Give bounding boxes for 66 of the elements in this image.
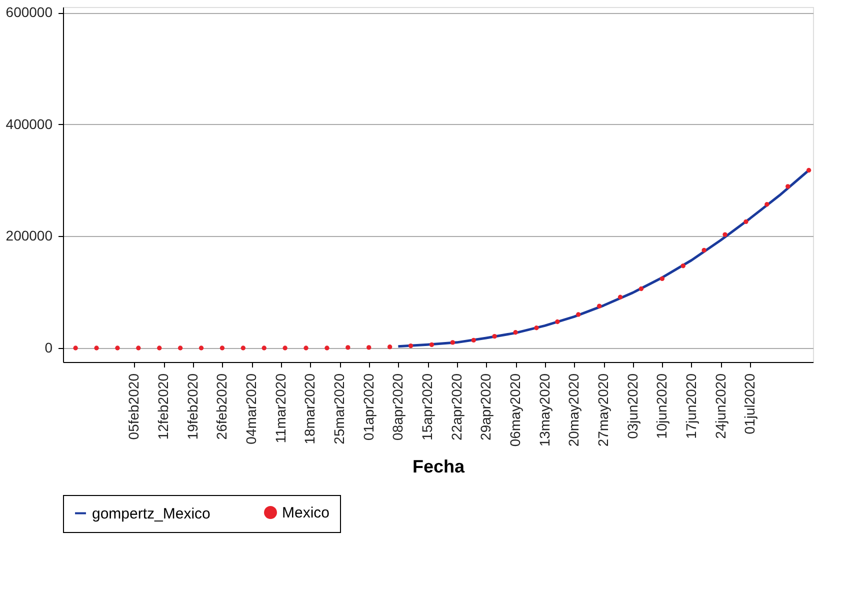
point [366, 345, 372, 350]
x-tick-label: 22apr2020 [448, 373, 464, 440]
y-tick-label: 0 [44, 340, 53, 356]
x-tick-label: 18mar2020 [302, 373, 318, 444]
point [513, 330, 518, 335]
x-tick-label: 27may2020 [595, 373, 612, 447]
point [450, 340, 456, 345]
point [136, 346, 141, 350]
x-tick-label: 01apr2020 [360, 373, 376, 440]
point [262, 346, 266, 350]
y-tick-label: 400000 [6, 116, 53, 132]
x-tick-label: 08apr2020 [390, 373, 406, 440]
x-tick-label: 13may2020 [536, 373, 552, 447]
x-tick-label: 01jul2020 [742, 373, 758, 434]
x-tick-label: 25mar2020 [331, 373, 348, 444]
legend-label: gompertz_Mexico [92, 505, 210, 522]
point [471, 338, 476, 343]
point [408, 343, 414, 348]
point [618, 294, 623, 300]
x-axis-title: Fecha [412, 456, 466, 477]
x-tick-label: 11mar2020 [272, 373, 288, 444]
point [282, 346, 288, 350]
x-tick-label: 19feb2020 [184, 373, 200, 440]
point [198, 346, 204, 350]
point [534, 326, 539, 330]
point [324, 346, 330, 350]
point [806, 168, 812, 173]
x-tick-label: 12feb2020 [155, 373, 172, 440]
point [638, 286, 644, 292]
point [722, 232, 728, 237]
point [744, 219, 748, 224]
point [304, 346, 308, 350]
x-tick-label: 26feb2020 [214, 373, 230, 440]
x-tick-label: 20may2020 [566, 373, 582, 447]
point [94, 346, 99, 350]
point [786, 184, 790, 189]
point [157, 346, 162, 350]
point [387, 344, 392, 350]
point [115, 346, 120, 350]
point [660, 276, 665, 282]
line-series [396, 168, 810, 348]
x-tick-label: 15apr2020 [419, 373, 436, 440]
point [220, 346, 225, 350]
point [702, 248, 706, 253]
point [576, 312, 581, 317]
point [680, 264, 686, 268]
point [346, 345, 350, 350]
x-tick-label: 03jun2020 [624, 373, 640, 439]
point [596, 304, 602, 308]
x-tick-label: 24jun2020 [712, 373, 728, 439]
x-tick-label: 29apr2020 [478, 373, 494, 440]
point [178, 346, 183, 350]
point [73, 346, 78, 350]
point [492, 334, 497, 339]
x-tick-label: 17jun2020 [682, 373, 699, 439]
point [764, 202, 770, 207]
x-tick-label: 04mar2020 [243, 373, 260, 444]
point [240, 346, 246, 350]
x-tick-label: 05feb2020 [126, 373, 142, 440]
legend-label: Mexico [282, 504, 330, 522]
point [429, 342, 434, 348]
x-tick-label: 06may2020 [507, 373, 524, 447]
y-tick-label: 600000 [6, 4, 53, 20]
y-tick-label: 200000 [6, 228, 53, 244]
x-tick-label: 10jun2020 [654, 373, 670, 439]
point [555, 319, 560, 324]
